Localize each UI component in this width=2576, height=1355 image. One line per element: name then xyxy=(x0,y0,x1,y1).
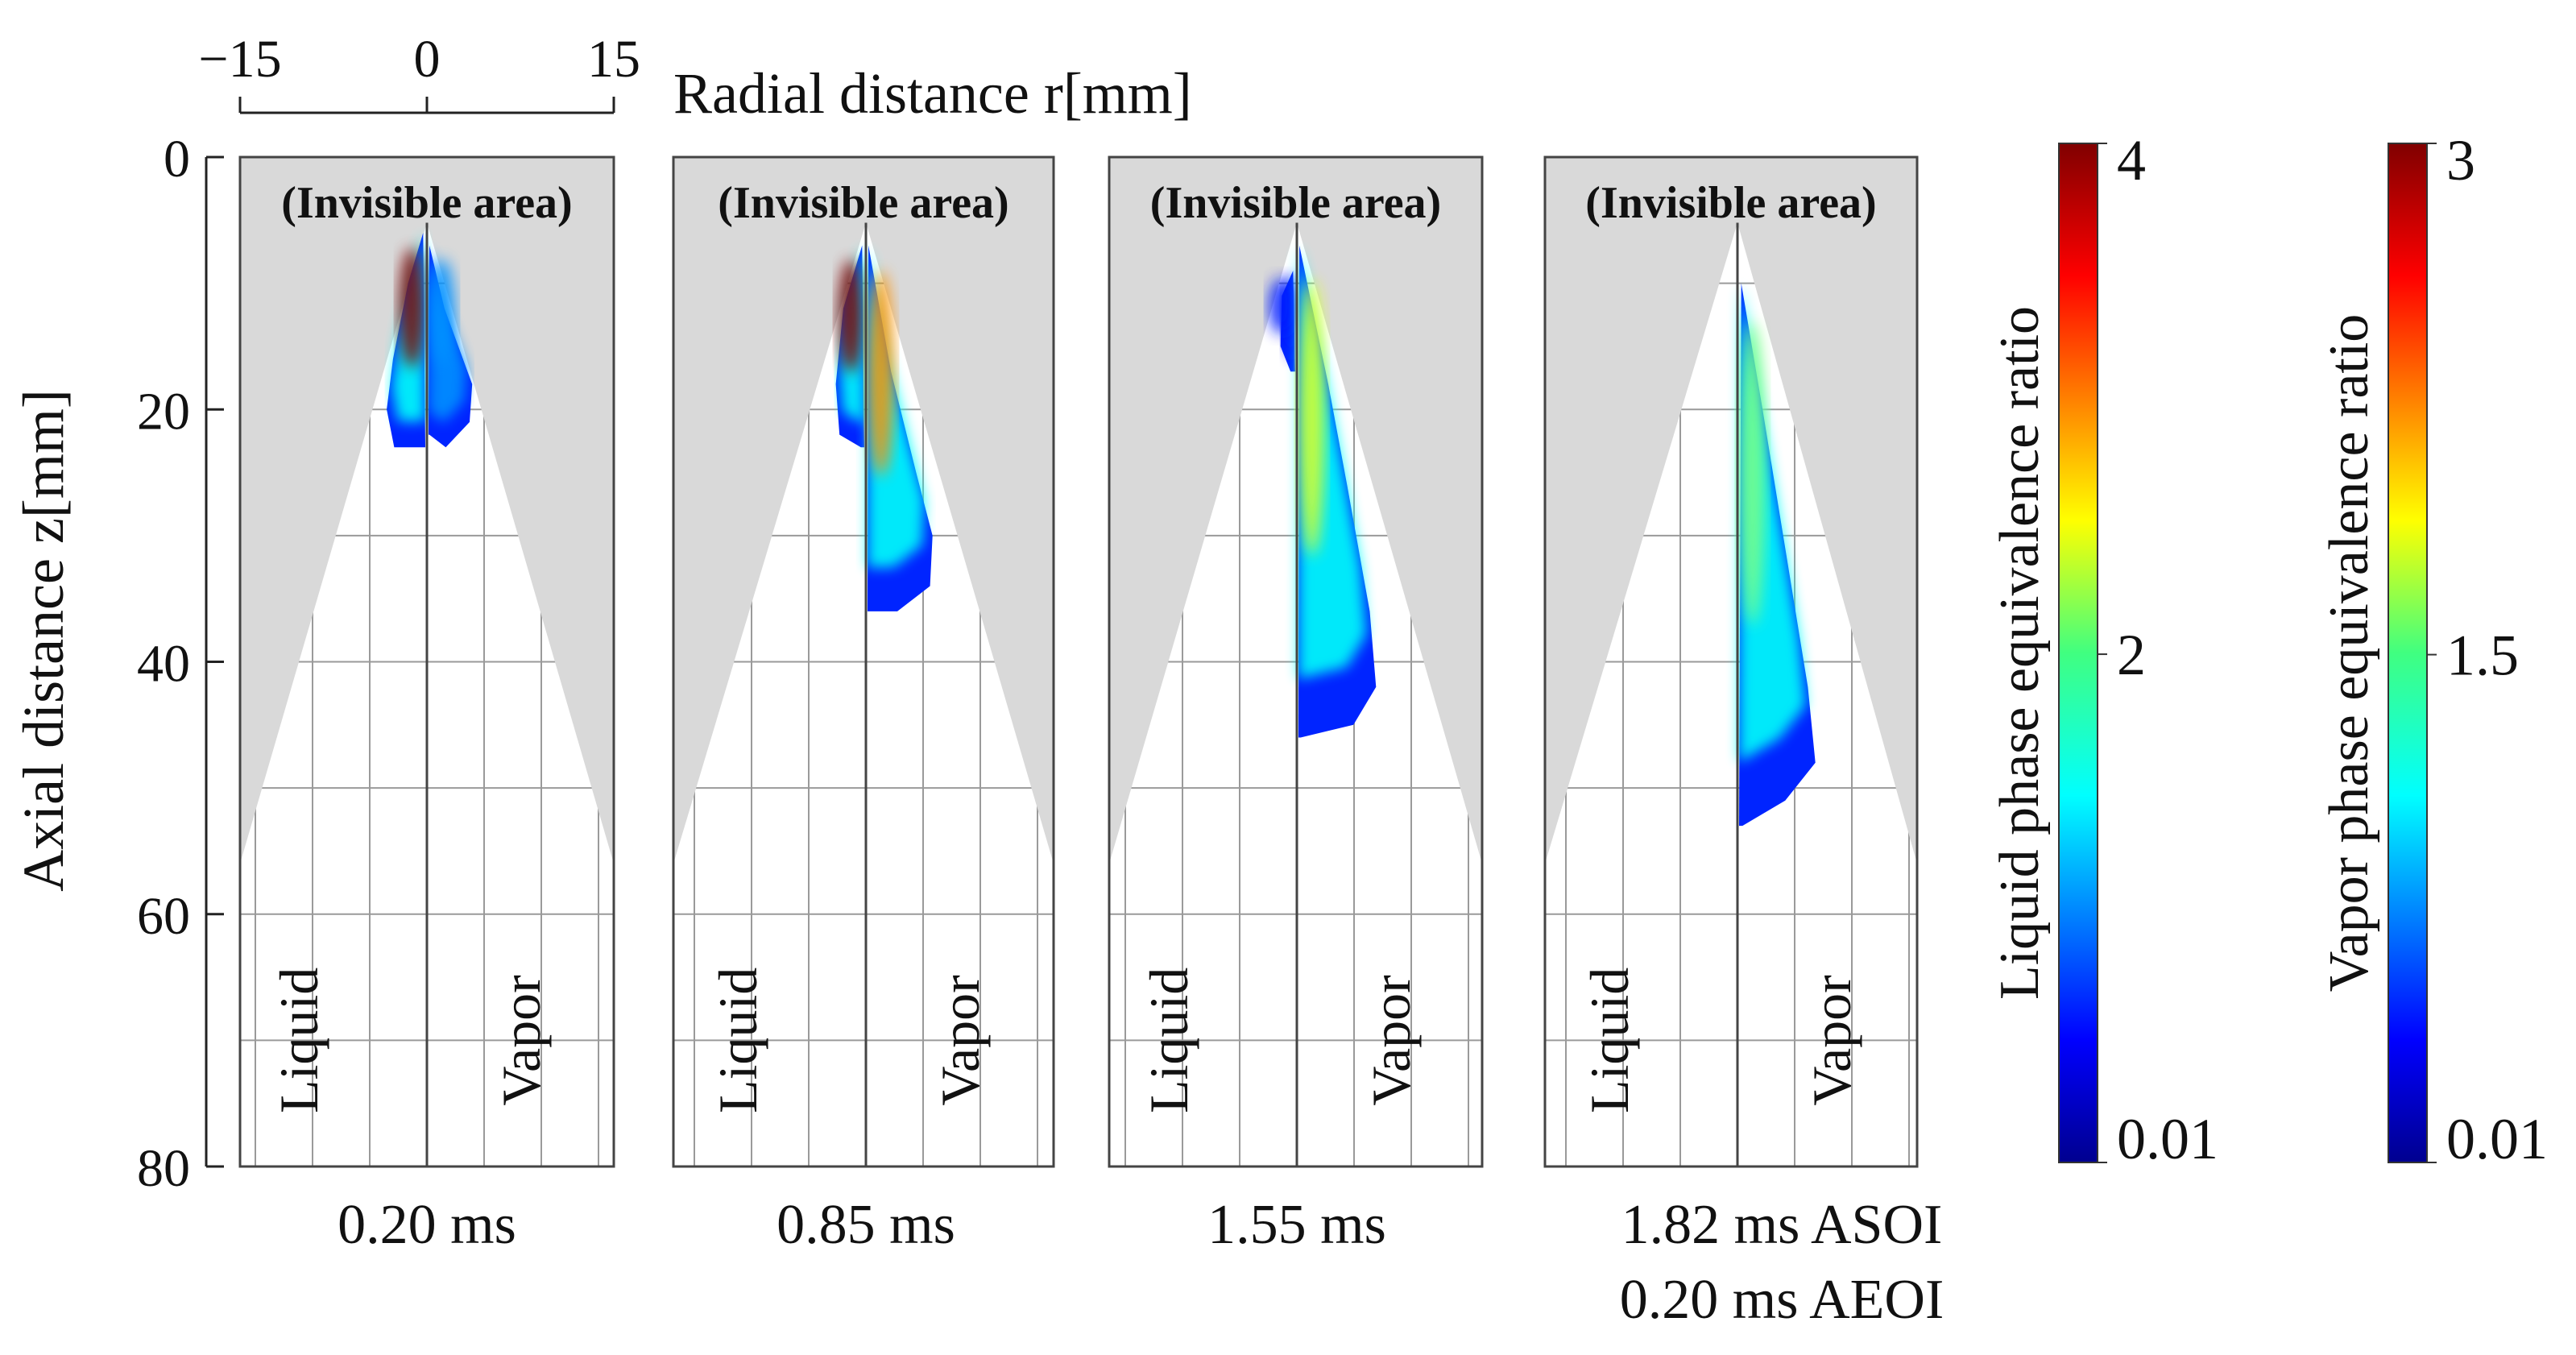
y-axis: 0 20 40 60 80 xyxy=(137,130,224,1198)
colorbar-tick-label: 0.01 xyxy=(2446,1107,2548,1171)
time-label: 0.20 ms xyxy=(338,1194,516,1256)
invisible-area-mask xyxy=(1545,157,1917,864)
colorbar-2: 3 1.5 0.01 Vapor phase equivalence ratio xyxy=(2318,128,2548,1171)
panel-frame xyxy=(672,155,1055,1168)
y-tick-label: 0 xyxy=(164,130,190,189)
x-axis-label: Radial distance r[mm] xyxy=(673,61,1192,126)
invisible-area-label: (Invisible area) xyxy=(1150,178,1441,228)
vapor-side-label: Vapor xyxy=(930,975,991,1106)
vapor-side-label: Vapor xyxy=(1360,975,1422,1106)
panel-3: (Invisible area) Liquid Vapor 1.55 ms xyxy=(1108,155,1484,1256)
vapor-plume-core xyxy=(1298,280,1325,556)
invisible-area-label: (Invisible area) xyxy=(281,178,572,228)
time-label: 1.55 ms xyxy=(1207,1194,1386,1256)
colorbar-tick-label: 2 xyxy=(2117,623,2146,687)
colorbar-tick-label: 1.5 xyxy=(2446,624,2519,688)
x-tick-label: 0 xyxy=(414,30,441,89)
y-axis-label: Axial distance z[mm] xyxy=(11,389,76,892)
liquid-plume-core xyxy=(1269,277,1295,334)
y-tick-label: 40 xyxy=(137,635,190,694)
invisible-area-label: (Invisible area) xyxy=(718,178,1008,228)
liquid-side-label: Liquid xyxy=(268,968,329,1113)
time-label: 0.85 ms xyxy=(777,1194,955,1256)
colorbar-tick-label: 3 xyxy=(2446,128,2475,193)
liquid-side-label: Liquid xyxy=(1138,968,1199,1113)
panel-frame xyxy=(1543,155,1919,1168)
x-tick-label: −15 xyxy=(198,30,281,89)
vapor-side-label: Vapor xyxy=(1801,975,1862,1106)
colorbar-label: Liquid phase equivalence ratio xyxy=(1989,306,2051,1000)
invisible-area-mask xyxy=(240,157,614,864)
liquid-plume-core xyxy=(399,247,425,368)
panel-1: (Invisible area) Liquid Vapor 0.20 ms xyxy=(238,155,615,1256)
y-tick-label: 80 xyxy=(137,1139,190,1198)
liquid-side-label: Liquid xyxy=(707,968,768,1113)
colorbar-tick-label: 0.01 xyxy=(2117,1107,2218,1171)
colorbar-tick-label: 4 xyxy=(2117,128,2146,193)
panel-4: (Invisible area) Liquid Vapor 1.82 ms ASOI 0… xyxy=(1543,155,1944,1331)
y-tick-label: 60 xyxy=(137,887,190,946)
colorbar-gradient xyxy=(2058,143,2098,1163)
colorbar-1: 4 2 0.01 Liquid phase equivalence ratio xyxy=(1989,128,2218,1171)
liquid-side-label: Liquid xyxy=(1579,968,1640,1113)
y-tick-label: 20 xyxy=(137,382,190,441)
colorbars: 4 2 0.01 Liquid phase equivalence ratio 3 1.5… xyxy=(1989,128,2548,1171)
liquid-plume-core xyxy=(838,259,864,373)
vapor-plume-core xyxy=(429,259,455,365)
colorbar-label: Vapor phase equivalence ratio xyxy=(2318,314,2380,992)
panel-2: (Invisible area) Liquid Vapor 0.85 ms xyxy=(672,155,1055,1256)
vapor-plume-core xyxy=(1739,321,1766,625)
vapor-side-label: Vapor xyxy=(491,975,552,1106)
time-label: 0.20 ms AEOI xyxy=(1620,1269,1944,1331)
invisible-area-label: (Invisible area) xyxy=(1585,178,1876,228)
time-label: 1.82 ms ASOI xyxy=(1621,1194,1943,1256)
invisible-area-mask xyxy=(1109,157,1482,864)
invisible-area-mask xyxy=(673,157,1054,864)
x-axis: −15 0 15 xyxy=(198,30,640,114)
colorbar-gradient xyxy=(2388,143,2428,1163)
vapor-plume-core xyxy=(868,271,894,476)
x-tick-label: 15 xyxy=(587,30,640,89)
